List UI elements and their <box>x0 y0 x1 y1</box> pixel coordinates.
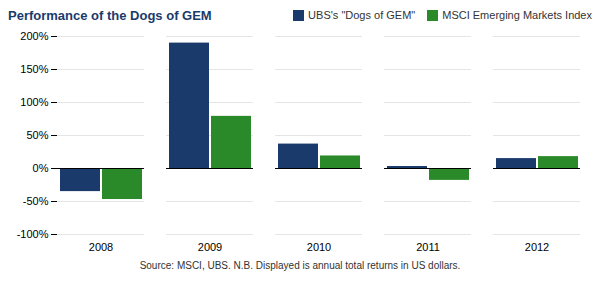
svg-text:-50%: -50% <box>23 195 49 207</box>
svg-text:2011: 2011 <box>416 241 440 253</box>
svg-text:2010: 2010 <box>307 241 331 253</box>
svg-text:0%: 0% <box>33 162 49 174</box>
svg-text:-100%: -100% <box>17 228 49 240</box>
html-text:MSCI Emerging Markets Index: MSCI Emerging Markets Index <box>442 9 592 21</box>
svg-text:150%: 150% <box>20 63 48 75</box>
html-text:Source: MSCI, UBS. N.B. Displa: Source: MSCI, UBS. N.B. Displayed is ann… <box>139 260 461 271</box>
html-text:UBS's "Dogs of GEM": UBS's "Dogs of GEM" <box>308 9 416 21</box>
svg-text:100%: 100% <box>20 96 48 108</box>
svg-text:2008: 2008 <box>89 241 113 253</box>
svg-text:2012: 2012 <box>525 241 549 253</box>
svg-text:200%: 200% <box>20 30 48 42</box>
svg-text:50%: 50% <box>26 129 48 141</box>
svg-text:2009: 2009 <box>198 241 222 253</box>
html-text:Performance of the Dogs of GEM: Performance of the Dogs of GEM <box>8 7 212 23</box>
